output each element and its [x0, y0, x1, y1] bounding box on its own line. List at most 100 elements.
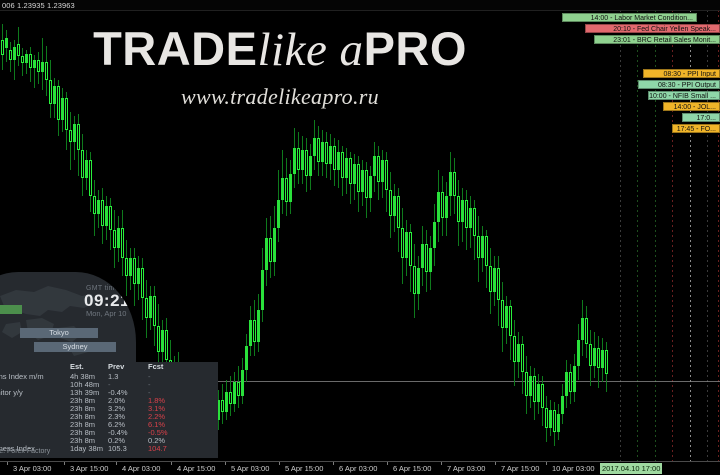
candle-body [92, 196, 96, 214]
candle-body [56, 86, 60, 120]
calendar-cell: 1.8% [148, 396, 166, 405]
candle-body [512, 336, 516, 362]
candle-body [572, 366, 576, 392]
candle-body [32, 60, 36, 68]
gridline-vertical [620, 0, 621, 475]
calendar-cell: 6.2% [108, 420, 126, 429]
time-axis-label: 4 Apr 03:00 [122, 464, 161, 473]
candle-body [380, 160, 384, 182]
candle-body [444, 196, 448, 218]
time-axis-tick [7, 462, 8, 465]
calendar-cell: 3.2% [108, 404, 126, 413]
candle-body [456, 196, 460, 222]
candle-body [376, 156, 380, 182]
gmt-date-value: Mon, Apr 10 [86, 309, 127, 318]
city-session-bar[interactable]: Tokyo [20, 328, 98, 338]
candle-body [416, 268, 420, 294]
price-level-line [0, 381, 720, 382]
candle-body [596, 348, 600, 368]
candle-body [328, 146, 332, 164]
calendar-cell: Retail Sales Monitor y/y [0, 388, 23, 397]
time-axis-label: 4 Apr 15:00 [177, 464, 216, 473]
candle-body [324, 142, 328, 164]
candle-body [388, 190, 392, 216]
city-session-bar[interactable]: Sydney [34, 342, 116, 352]
candle-body [296, 148, 300, 170]
calendar-cell: NFIB Small Business Index [0, 444, 35, 453]
candle-body [576, 340, 580, 366]
candle-body [128, 258, 132, 276]
candle-body [8, 50, 12, 60]
world-clock-widget[interactable]: GMT time 09:21 Mon, Apr 10 Tokyo Sydney [0, 272, 136, 368]
candle-body [496, 268, 500, 300]
gridline-vertical [637, 0, 638, 475]
candle-body [580, 318, 584, 340]
candle-body [44, 62, 48, 80]
calendar-cell: 10h 48m [70, 380, 100, 389]
candle-body [88, 160, 92, 196]
candle-body [68, 130, 72, 142]
candle-body [228, 392, 232, 404]
calendar-column-header: Prev [108, 362, 125, 371]
calendar-cell: - [148, 380, 151, 389]
candle-body [384, 160, 388, 190]
news-event-bar[interactable]: 08:30 - PPI Input [643, 69, 720, 78]
candle-body [420, 244, 424, 268]
gmt-label: GMT time [86, 285, 119, 292]
news-event-bar[interactable]: 20:10 - Fed Chair Yellen Speak... [585, 24, 720, 33]
calendar-cell: 23h 8m [70, 436, 96, 445]
candle-body [232, 382, 236, 404]
candle-body [392, 196, 396, 216]
candle-body [284, 178, 288, 202]
candle-body [360, 170, 364, 192]
candle-body [544, 408, 548, 428]
news-event-bar[interactable]: 14:00 - JOL... [663, 102, 720, 111]
gridline-vertical [672, 0, 673, 475]
candle-body [248, 320, 252, 346]
candle-body [424, 244, 428, 272]
candle-body [252, 320, 256, 342]
candle-body [364, 170, 368, 198]
candle-body [440, 192, 444, 218]
candle-body [224, 392, 228, 412]
candle-body [484, 236, 488, 266]
news-event-bar[interactable]: 10:00 - NFIB Small ... [648, 91, 720, 100]
candle-body [272, 228, 276, 262]
news-event-bar[interactable]: 14:00 - Labor Market Condition... [562, 13, 697, 22]
time-axis-tick [333, 462, 334, 465]
candle-body [144, 298, 148, 318]
candle-body [516, 344, 520, 362]
candle-body [396, 196, 400, 228]
candle-body [368, 176, 372, 198]
news-event-bar[interactable]: 17:0... [682, 113, 720, 122]
candle-body [500, 300, 504, 328]
candle-body [84, 160, 88, 178]
time-axis-label: 7 Apr 15:00 [501, 464, 540, 473]
candle-body [352, 164, 356, 184]
news-event-bar[interactable]: 08:30 - PPI Output [638, 80, 720, 89]
candle-body [72, 124, 76, 142]
calendar-column-header: Fcst [148, 362, 164, 371]
calendar-source-label: www.icefx.eSource: Forex Factory [0, 448, 51, 455]
candle-body [124, 258, 128, 276]
gridline-vertical [690, 0, 691, 475]
candle-body [152, 296, 156, 326]
economic-calendar-panel[interactable]: EventEst. Prev Fcst Current Conditions Inde… [0, 362, 218, 458]
news-event-bar[interactable]: 23:01 - BRC Retail Sales Monit... [594, 35, 720, 44]
candle-body [400, 228, 404, 258]
candle-body [16, 44, 20, 56]
calendar-cell: - [148, 388, 151, 397]
candle-body [520, 344, 524, 372]
candle-body [488, 266, 492, 292]
time-axis-label: 6 Apr 15:00 [393, 464, 432, 473]
candle-body [48, 80, 52, 104]
candle-body [292, 148, 296, 174]
calendar-cell: 13h 39m [70, 388, 100, 397]
news-event-bar[interactable]: 17:45 - FO... [672, 124, 720, 133]
time-axis-label: 5 Apr 03:00 [231, 464, 270, 473]
time-axis[interactable]: 3 Apr 03:00 3 Apr 15:00 4 Apr 03:00 4 Apr 1… [0, 461, 720, 475]
time-axis-label: 3 Apr 15:00 [70, 464, 109, 473]
candle-body [332, 146, 336, 170]
calendar-cell: 1day 38m [70, 444, 103, 453]
